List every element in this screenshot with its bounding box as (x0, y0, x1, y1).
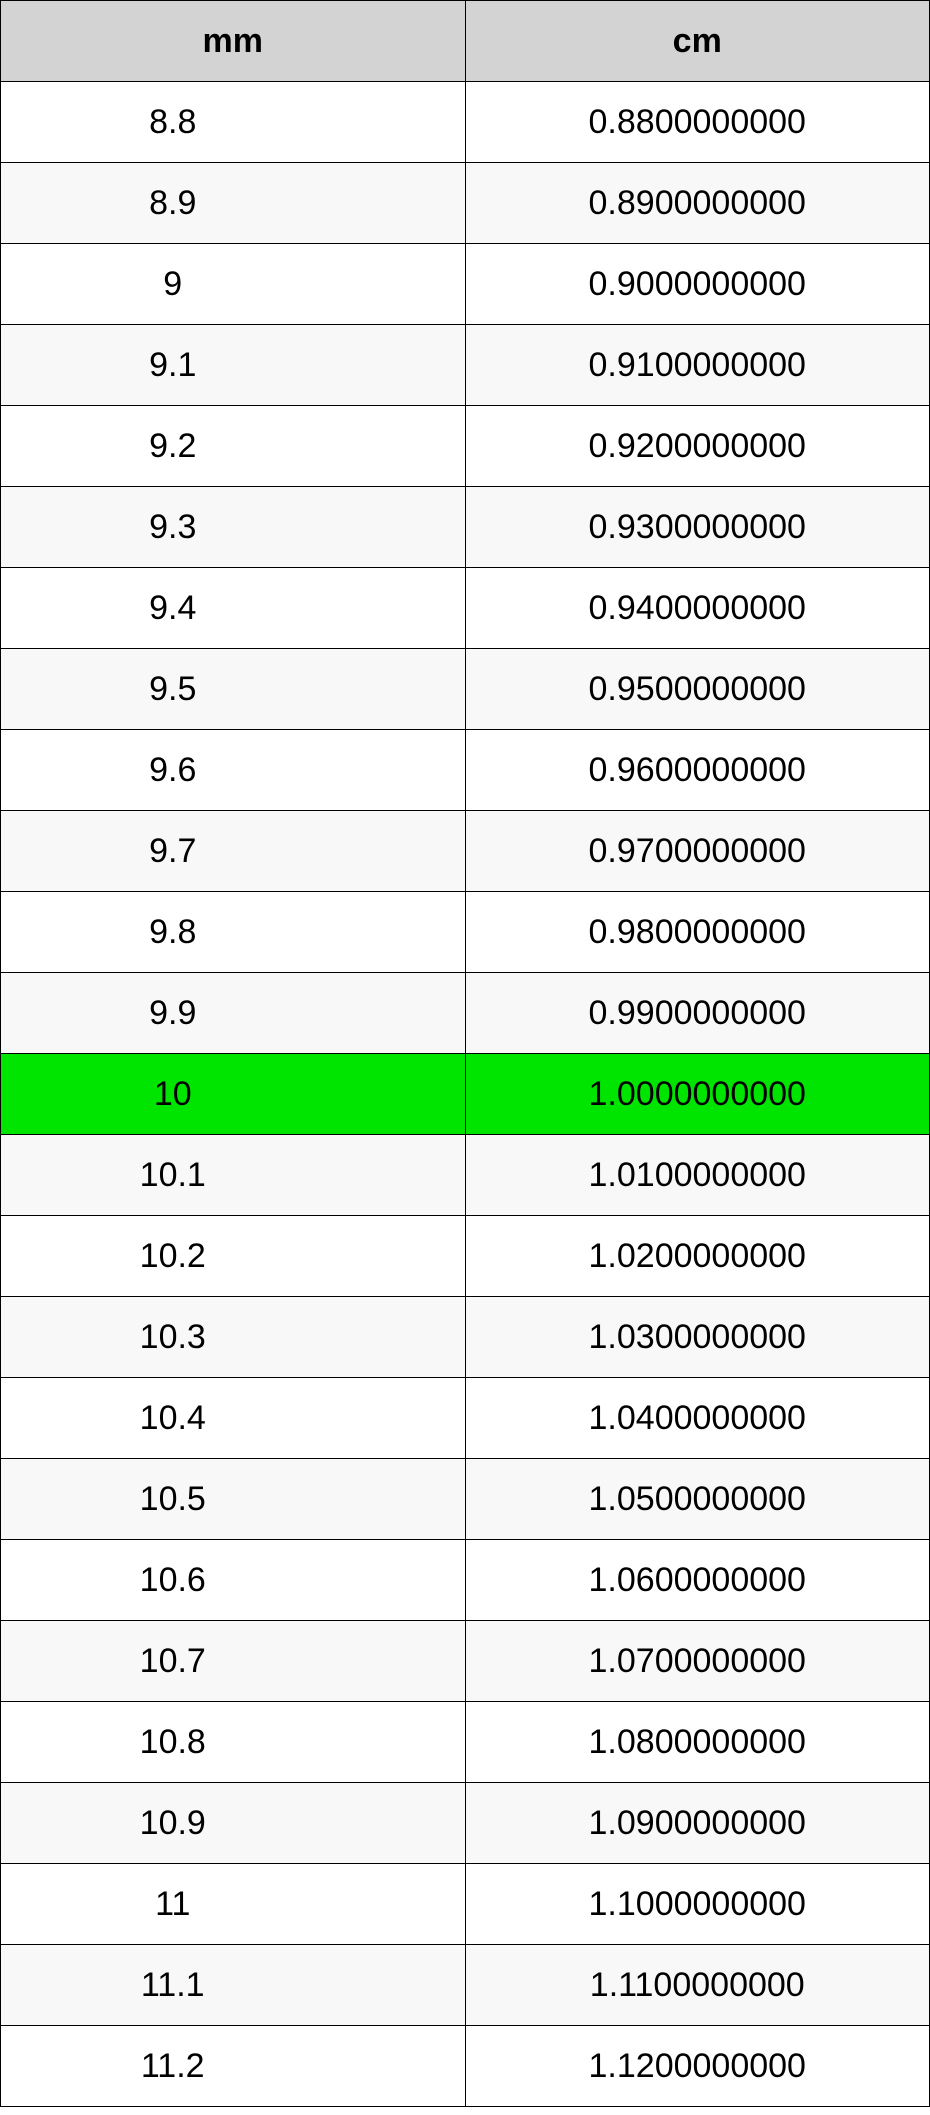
table-row: 10.21.0200000000 (1, 1216, 930, 1297)
cell-cm: 1.0200000000 (465, 1216, 930, 1297)
table-row: 10.71.0700000000 (1, 1621, 930, 1702)
table-row: 11.21.1200000000 (1, 2026, 930, 2107)
table-body: 8.80.88000000008.90.890000000090.9000000… (1, 82, 930, 2107)
cell-cm: 1.0000000000 (465, 1054, 930, 1135)
table-row: 9.80.9800000000 (1, 892, 930, 973)
cell-cm: 1.0700000000 (465, 1621, 930, 1702)
cell-mm: 11.1 (1, 1945, 466, 2026)
cell-mm: 10.5 (1, 1459, 466, 1540)
cell-cm: 1.0400000000 (465, 1378, 930, 1459)
cell-mm: 10.8 (1, 1702, 466, 1783)
cell-cm: 0.9200000000 (465, 406, 930, 487)
table-row: 9.70.9700000000 (1, 811, 930, 892)
column-header-cm: cm (465, 1, 930, 82)
cell-cm: 0.8800000000 (465, 82, 930, 163)
cell-mm: 9.2 (1, 406, 466, 487)
cell-cm: 0.8900000000 (465, 163, 930, 244)
cell-mm: 10.7 (1, 1621, 466, 1702)
cell-cm: 1.0800000000 (465, 1702, 930, 1783)
table-row: 9.40.9400000000 (1, 568, 930, 649)
table-row: 10.41.0400000000 (1, 1378, 930, 1459)
cell-cm: 1.1200000000 (465, 2026, 930, 2107)
table-row: 9.90.9900000000 (1, 973, 930, 1054)
table-header-row: mm cm (1, 1, 930, 82)
cell-mm: 8.8 (1, 82, 466, 163)
cell-mm: 10 (1, 1054, 466, 1135)
cell-mm: 9.4 (1, 568, 466, 649)
cell-mm: 10.6 (1, 1540, 466, 1621)
cell-mm: 9.1 (1, 325, 466, 406)
cell-mm: 9.5 (1, 649, 466, 730)
cell-mm: 9.9 (1, 973, 466, 1054)
cell-cm: 1.0300000000 (465, 1297, 930, 1378)
table-row: 90.9000000000 (1, 244, 930, 325)
cell-mm: 10.2 (1, 1216, 466, 1297)
table-row: 10.91.0900000000 (1, 1783, 930, 1864)
cell-cm: 0.9900000000 (465, 973, 930, 1054)
table-row: 10.31.0300000000 (1, 1297, 930, 1378)
table-row: 101.0000000000 (1, 1054, 930, 1135)
table-row: 10.81.0800000000 (1, 1702, 930, 1783)
cell-mm: 9.3 (1, 487, 466, 568)
cell-cm: 1.0600000000 (465, 1540, 930, 1621)
cell-cm: 0.9500000000 (465, 649, 930, 730)
cell-cm: 1.1100000000 (465, 1945, 930, 2026)
cell-cm: 0.9000000000 (465, 244, 930, 325)
cell-mm: 11 (1, 1864, 466, 1945)
cell-cm: 0.9100000000 (465, 325, 930, 406)
cell-cm: 1.0500000000 (465, 1459, 930, 1540)
cell-cm: 1.1000000000 (465, 1864, 930, 1945)
cell-cm: 0.9800000000 (465, 892, 930, 973)
cell-cm: 0.9300000000 (465, 487, 930, 568)
conversion-table: mm cm 8.80.88000000008.90.890000000090.9… (0, 0, 930, 2107)
cell-mm: 8.9 (1, 163, 466, 244)
table-row: 10.61.0600000000 (1, 1540, 930, 1621)
cell-mm: 10.1 (1, 1135, 466, 1216)
table-row: 9.20.9200000000 (1, 406, 930, 487)
column-header-mm: mm (1, 1, 466, 82)
cell-cm: 0.9700000000 (465, 811, 930, 892)
cell-mm: 11.2 (1, 2026, 466, 2107)
table-row: 10.11.0100000000 (1, 1135, 930, 1216)
cell-mm: 9.7 (1, 811, 466, 892)
cell-mm: 10.9 (1, 1783, 466, 1864)
cell-mm: 9 (1, 244, 466, 325)
cell-cm: 1.0100000000 (465, 1135, 930, 1216)
table-row: 9.50.9500000000 (1, 649, 930, 730)
table-row: 11.11.1100000000 (1, 1945, 930, 2026)
table-row: 9.60.9600000000 (1, 730, 930, 811)
table-row: 8.90.8900000000 (1, 163, 930, 244)
cell-mm: 9.8 (1, 892, 466, 973)
table-row: 111.1000000000 (1, 1864, 930, 1945)
cell-mm: 10.4 (1, 1378, 466, 1459)
cell-cm: 0.9400000000 (465, 568, 930, 649)
cell-cm: 0.9600000000 (465, 730, 930, 811)
cell-mm: 9.6 (1, 730, 466, 811)
cell-mm: 10.3 (1, 1297, 466, 1378)
table-row: 9.30.9300000000 (1, 487, 930, 568)
table-row: 9.10.9100000000 (1, 325, 930, 406)
table-row: 8.80.8800000000 (1, 82, 930, 163)
table-row: 10.51.0500000000 (1, 1459, 930, 1540)
conversion-table-container: mm cm 8.80.88000000008.90.890000000090.9… (0, 0, 930, 2107)
cell-cm: 1.0900000000 (465, 1783, 930, 1864)
